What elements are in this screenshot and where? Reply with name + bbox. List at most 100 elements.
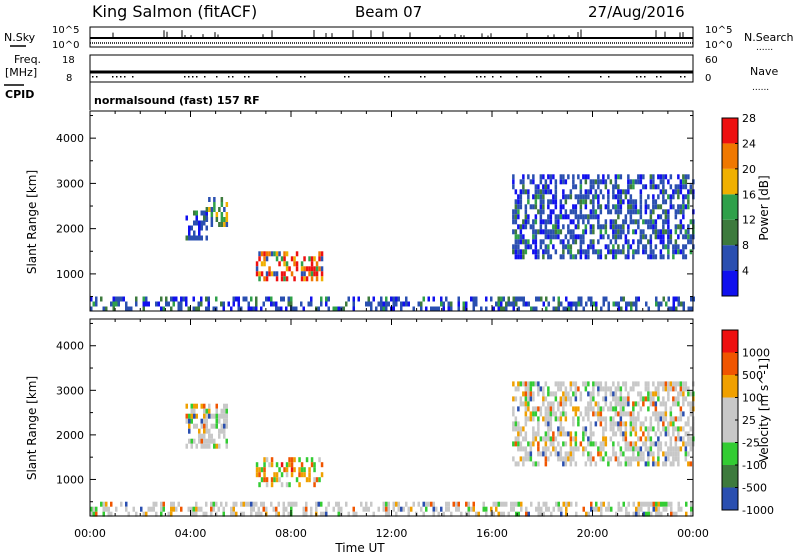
power-cell: [554, 214, 558, 220]
power-cell: [492, 306, 495, 312]
velocity-cell: [599, 411, 603, 417]
nave-dot: [444, 76, 446, 78]
power-cell: [612, 229, 615, 235]
power-cell: [599, 234, 603, 240]
power-cell: [644, 234, 648, 240]
power-cell: [589, 224, 593, 230]
power-cell: [342, 306, 345, 312]
power-cell: [552, 199, 555, 205]
velocity-cell: [232, 501, 235, 507]
power-cell: [547, 229, 550, 235]
velocity-cell: [332, 506, 335, 512]
velocity-cell: [582, 431, 585, 437]
power-cell: [300, 276, 304, 282]
power-cell: [664, 229, 668, 235]
beam-label: Beam 07: [355, 3, 422, 21]
power-cell: [567, 229, 570, 235]
velocity-cell: [265, 477, 269, 483]
power-cell: [203, 210, 206, 216]
power-cell: [367, 301, 370, 307]
power-cell: [689, 249, 693, 255]
velocity-cell: [634, 456, 638, 462]
velocity-cell: [685, 501, 688, 507]
velocity-cell: [682, 386, 685, 392]
power-cell: [587, 296, 590, 302]
power-cell: [539, 199, 543, 205]
velocity-cell: [587, 411, 590, 417]
velocity-cell: [527, 451, 530, 457]
power-cell: [617, 301, 620, 307]
velocity-cell: [310, 457, 314, 463]
power-cell: [222, 301, 225, 307]
power-cell: [579, 184, 583, 190]
power-cell: [592, 199, 595, 205]
velocity-cell: [569, 396, 573, 402]
power-cell: [604, 184, 608, 190]
power-cell: [293, 261, 296, 267]
power-cell: [629, 214, 633, 220]
nsearch-tick-top: 10^5: [705, 25, 732, 36]
power-cell: [545, 306, 548, 312]
velocity-cell: [664, 401, 668, 407]
power-cell: [135, 296, 138, 302]
velocity-cell: [522, 401, 525, 407]
nave-dot: [196, 76, 198, 78]
power-cell: [659, 229, 663, 235]
velocity-cell: [674, 396, 678, 402]
velocity-cell: [527, 406, 530, 412]
velocity-cell: [544, 396, 548, 402]
velocity-cell: [622, 451, 625, 457]
power-cell: [624, 189, 628, 195]
velocity-cell: [290, 457, 294, 463]
power-cell: [547, 301, 550, 307]
velocity-cell: [595, 501, 598, 507]
velocity-cell: [644, 386, 648, 392]
power-cell: [537, 254, 540, 260]
velocity-cell: [200, 423, 203, 429]
power-cell: [659, 234, 663, 240]
power-cell: [370, 301, 373, 307]
power-cell: [669, 204, 673, 210]
power-cell: [634, 229, 638, 235]
velocity-cell: [257, 506, 260, 512]
power-cell: [617, 189, 620, 195]
velocity-cell: [627, 441, 630, 447]
power-cell: [622, 199, 625, 205]
power-cell: [670, 306, 673, 312]
nsky-tick-bottom: 10^0: [52, 40, 79, 51]
velocity-cell: [537, 446, 540, 452]
velocity-cell: [579, 411, 583, 417]
power-cell: [542, 209, 545, 215]
power-cell: [637, 179, 640, 185]
velocity-cell: [654, 441, 658, 447]
velocity-cell: [225, 403, 228, 409]
velocity-cell: [317, 501, 320, 507]
power-cell: [539, 204, 543, 210]
power-cell: [100, 296, 103, 302]
power-colorbar-swatch: [722, 219, 738, 246]
velocity-cell: [619, 406, 623, 412]
velocity-cell: [260, 467, 264, 473]
velocity-cell: [552, 446, 555, 452]
velocity-cell: [654, 411, 658, 417]
power-cell: [557, 296, 560, 302]
power-cell: [554, 194, 558, 200]
velocity-cell: [607, 506, 610, 512]
power-cell: [255, 271, 259, 277]
power-colorbar-tick-label: 28: [742, 112, 756, 125]
velocity-cell: [512, 381, 515, 387]
velocity-cell: [669, 421, 673, 427]
power-cell: [310, 271, 314, 277]
velocity-cell: [664, 461, 668, 467]
velocity-cell: [170, 511, 173, 517]
velocity-cell: [213, 438, 216, 444]
power-cell: [160, 306, 163, 312]
power-cell: [512, 184, 515, 190]
power-cell: [203, 220, 206, 226]
power-cell: [537, 296, 540, 302]
power-cell: [560, 301, 563, 307]
velocity-cell: [674, 381, 678, 387]
velocity-cell: [592, 396, 595, 402]
x-tick-label: 00:00: [677, 527, 709, 540]
power-cell: [659, 189, 663, 195]
